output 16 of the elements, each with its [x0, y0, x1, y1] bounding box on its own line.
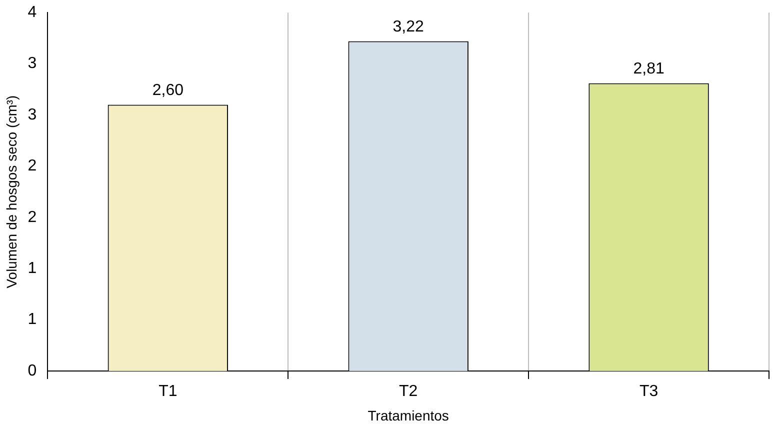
y-tick-label: 2	[28, 158, 37, 175]
y-tick-label: 2	[28, 208, 37, 226]
x-tick-label: T1	[158, 383, 178, 400]
x-axis-title: Tratamientos	[368, 407, 449, 424]
y-tick-label: 1	[28, 311, 37, 328]
y-tick-label: 3	[28, 55, 37, 72]
y-axis-title: Volumen de hosgos seco (cm³)	[3, 95, 20, 288]
y-tick-label: 4	[28, 4, 37, 22]
x-tick-label: T3	[639, 383, 658, 400]
data-label: 2,60	[152, 82, 184, 100]
data-label: 3,22	[392, 18, 424, 36]
y-tick-label: 3	[28, 106, 37, 124]
x-tick-label: T2	[399, 383, 418, 400]
y-tick-label: 0	[28, 362, 37, 380]
y-tick-label: 1	[28, 260, 37, 278]
data-label: 2,81	[633, 60, 664, 78]
